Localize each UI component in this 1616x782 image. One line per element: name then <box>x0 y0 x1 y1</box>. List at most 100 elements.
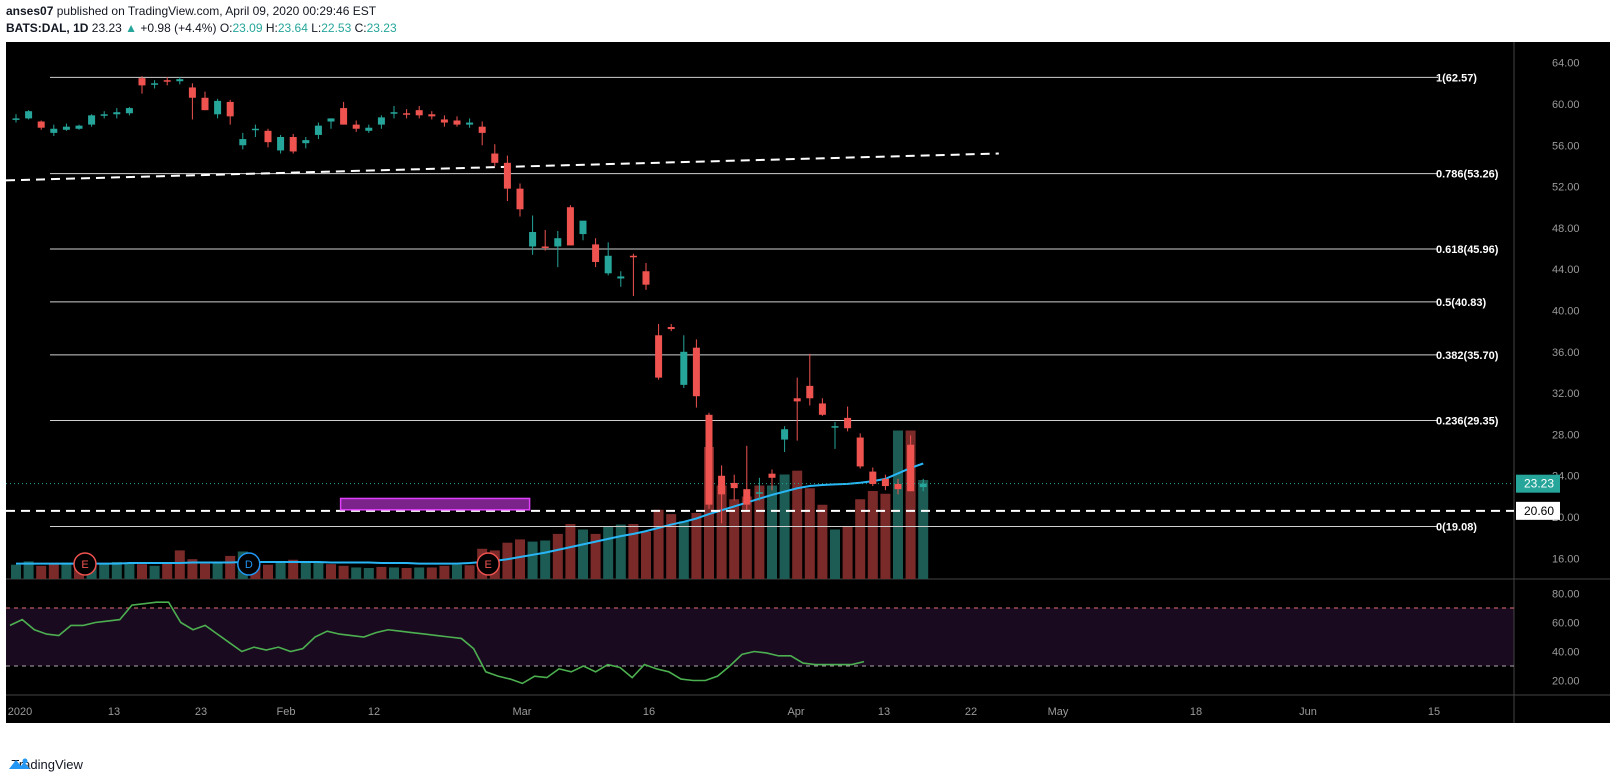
volume-bar <box>124 563 135 579</box>
symbol-label: BATS:DAL, 1D <box>6 21 89 35</box>
fib-level-label: 0.236(29.35) <box>1436 415 1499 427</box>
candle-body <box>377 117 385 125</box>
price-tick-label: 40.00 <box>1552 306 1580 318</box>
candle-body <box>919 483 927 488</box>
volume-bar <box>641 531 651 579</box>
volume-bar <box>376 566 387 579</box>
price-tick-label: 44.00 <box>1552 264 1580 276</box>
volume-bar <box>288 559 299 579</box>
volume-bar <box>867 491 878 579</box>
candle-body <box>390 112 398 114</box>
time-tick-label: 13 <box>878 706 890 718</box>
candle-body <box>251 128 259 131</box>
time-tick-label: 23 <box>195 706 207 718</box>
candle-body <box>113 112 121 115</box>
candle-body <box>655 335 663 378</box>
volume-bar <box>111 561 122 579</box>
chart-svg[interactable]: 1(62.57) 0.786(53.26) 0.618(45.96) 0.5(40.8… <box>6 42 1610 723</box>
candle-body <box>352 124 360 129</box>
volume-bar <box>565 524 576 579</box>
up-arrow-icon: ▲ <box>125 21 138 35</box>
volume-bar <box>578 529 588 579</box>
volume-bar <box>716 485 727 579</box>
volume-bar <box>263 564 273 579</box>
rsi-band <box>6 608 1514 666</box>
candle-body <box>12 118 20 120</box>
close-value: 23.23 <box>366 21 397 35</box>
time-tick-label: 13 <box>108 706 120 718</box>
candle-body <box>869 471 877 484</box>
candle-body <box>163 80 171 82</box>
low-value: 22.53 <box>321 21 352 35</box>
volume-bar <box>893 430 903 579</box>
candle-body <box>428 114 436 117</box>
rsi-tick-label: 40.00 <box>1552 647 1580 659</box>
volume-bar <box>313 562 324 579</box>
event-marker-label: E <box>485 559 492 571</box>
time-tick-label: 2020 <box>8 706 32 718</box>
price-tick-label: 36.00 <box>1552 347 1580 359</box>
volume-bar <box>187 559 198 579</box>
event-marker-circle <box>476 552 500 576</box>
candle-body <box>755 492 763 494</box>
candle-body <box>768 473 776 478</box>
price-tick-label: 64.00 <box>1552 58 1580 70</box>
volume-bar <box>162 562 173 579</box>
candle-body <box>239 139 247 146</box>
price-label-box <box>1516 474 1560 493</box>
volume-bar <box>830 529 840 579</box>
candle-body <box>718 475 726 495</box>
candle-body <box>302 140 310 144</box>
price-change: +0.98 (+4.4%) <box>140 21 217 35</box>
chart-area[interactable]: 1(62.57) 0.786(53.26) 0.618(45.96) 0.5(40.8… <box>6 42 1610 723</box>
candle-body <box>491 153 499 163</box>
volume-bar <box>48 564 59 579</box>
last-price: 23.23 <box>91 21 122 35</box>
volume-bar <box>326 564 336 579</box>
volume-bar <box>817 504 828 579</box>
volume-bar <box>401 568 412 579</box>
rsi-tick-label: 20.00 <box>1552 676 1580 688</box>
volume-bar <box>174 550 185 579</box>
candle-body <box>264 130 272 143</box>
author-name[interactable]: anses07 <box>6 4 54 18</box>
candle-body <box>478 126 486 133</box>
volume-bar <box>502 542 513 579</box>
volume-bar <box>691 513 702 579</box>
event-marker-circle <box>237 552 261 576</box>
volume-bar <box>540 540 551 579</box>
volume-bar <box>855 499 866 579</box>
time-tick-label: Apr <box>787 706 804 718</box>
candle-body <box>516 188 524 210</box>
publish-info: anses07 published on TradingView.com, Ap… <box>6 4 376 18</box>
candle-body <box>844 417 852 429</box>
volume-bar <box>653 509 664 579</box>
volume-bar <box>36 565 47 579</box>
candle-body <box>62 126 70 130</box>
candle-body <box>214 100 222 115</box>
candle-body <box>466 122 474 125</box>
close-label: C: <box>354 21 367 35</box>
candle-body <box>554 238 562 247</box>
volume-bar <box>628 524 639 579</box>
candle-body <box>818 403 826 415</box>
volume-bar <box>754 485 765 579</box>
price-label-text: 20.60 <box>1524 504 1554 518</box>
volume-bar <box>729 499 740 579</box>
candle-body <box>831 426 839 428</box>
time-tick-label: Jun <box>1299 706 1317 718</box>
candle-body <box>592 244 600 262</box>
candle-body <box>453 120 461 125</box>
rsi-line <box>9 601 865 685</box>
time-tick-label: 18 <box>1190 706 1202 718</box>
fib-level-label: 0.618(45.96) <box>1436 244 1499 256</box>
volume-bar <box>880 493 891 579</box>
volume-bar <box>666 514 677 579</box>
volume-bar <box>792 470 803 579</box>
volume-bar <box>363 568 374 579</box>
candle-body <box>125 108 133 114</box>
support-zone <box>339 497 531 511</box>
fib-level-label: 0.382(35.70) <box>1436 350 1499 362</box>
rsi-tick-label: 80.00 <box>1552 589 1580 601</box>
candle-body <box>365 127 373 131</box>
